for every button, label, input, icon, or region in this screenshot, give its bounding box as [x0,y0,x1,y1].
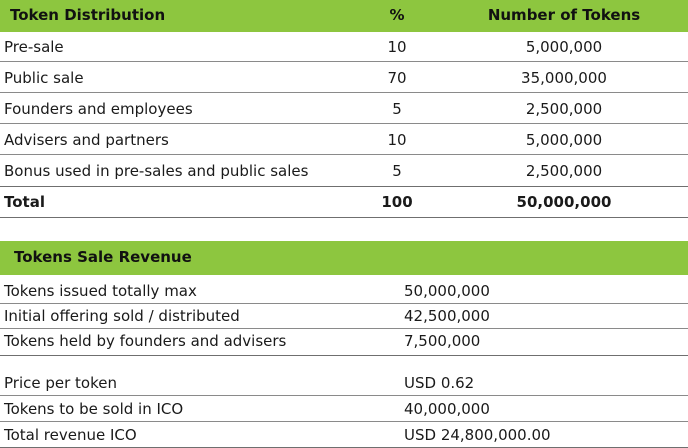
distribution-header-bar [0,0,688,32]
revenue-row-label: Total revenue ICO [4,426,137,444]
distribution-row-label: Founders and employees [4,100,193,118]
distribution-row-label: Bonus used in pre-sales and public sales [4,162,309,180]
revenue-row-label: Tokens to be sold in ICO [4,400,184,418]
revenue-row-value: USD 0.62 [404,374,475,392]
distribution-row-pct: 70 [387,69,407,87]
distribution-row-tokens: 5,000,000 [525,131,603,149]
distribution-row-tokens: 2,500,000 [525,162,603,180]
distribution-row-tokens: 5,000,000 [525,38,603,56]
distribution-row-pct: 10 [387,38,407,56]
revenue-row-label: Initial offering sold / distributed [4,307,240,325]
distribution-row-label: Public sale [4,69,84,87]
distribution-row-tokens: 2,500,000 [525,100,603,118]
revenue-row-label: Tokens issued totally max [4,282,197,300]
distribution-row-label: Pre-sale [4,38,64,56]
row-divider [0,303,688,304]
revenue-header-label: Tokens Sale Revenue [14,248,192,266]
revenue-row-label: Price per token [4,374,117,392]
row-divider [0,61,688,62]
distribution-header-pct: % [389,6,405,24]
row-divider [0,92,688,93]
row-divider [0,217,688,218]
row-divider [0,328,688,329]
row-divider [0,123,688,124]
distribution-header-tokens: Number of Tokens [487,6,641,24]
distribution-row-pct: 5 [392,162,402,180]
revenue-row-value: 42,500,000 [404,307,490,325]
distribution-total-pct: 100 [381,193,413,211]
revenue-header-bar [0,241,688,275]
revenue-row-value: 50,000,000 [404,282,490,300]
distribution-row-pct: 5 [392,100,402,118]
distribution-row-label: Advisers and partners [4,131,169,149]
distribution-total-label: Total [4,193,45,211]
row-divider [0,186,688,187]
distribution-total-tokens: 50,000,000 [516,193,612,211]
distribution-row-tokens: 35,000,000 [521,69,607,87]
revenue-row-value: USD 24,800,000.00 [404,426,551,444]
distribution-row-pct: 10 [387,131,407,149]
row-divider [0,395,688,396]
revenue-row-value: 7,500,000 [404,332,481,350]
row-divider [0,421,688,422]
row-divider [0,355,688,356]
row-divider [0,154,688,155]
revenue-row-value: 40,000,000 [404,400,490,418]
revenue-row-label: Tokens held by founders and advisers [4,332,287,350]
distribution-header-label: Token Distribution [10,6,166,24]
